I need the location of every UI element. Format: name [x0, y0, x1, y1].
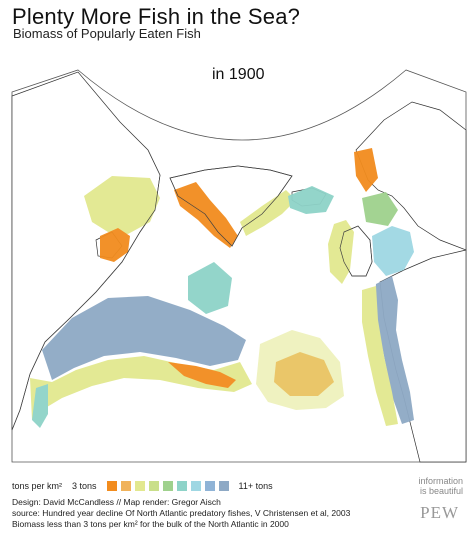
legend-unit: tons per km² — [12, 481, 63, 491]
biomass-labrador-orange — [100, 228, 130, 262]
chart-title: Plenty More Fish in the Sea? — [12, 4, 301, 29]
pew-logo: PEW — [420, 503, 459, 522]
legend-low-label: 3 tons — [72, 481, 97, 491]
biomass-europe-coast-slate — [374, 276, 414, 424]
legend-swatch — [176, 481, 187, 491]
biomass-us-coast-slate — [32, 384, 48, 428]
brand-logo: information is beautiful — [418, 476, 463, 496]
credits: Design: David McCandless // Map render: … — [12, 497, 350, 530]
biomass-layer — [30, 148, 414, 428]
biomass-norway-orange — [354, 148, 378, 192]
legend-swatch — [218, 481, 229, 491]
biomass-iceland-teal — [288, 186, 334, 214]
biomass-europe-coast-yellow — [362, 286, 398, 426]
legend-swatch — [190, 481, 201, 491]
legend-swatch — [148, 481, 159, 491]
legend-high-label: 11+ tons — [238, 481, 273, 491]
legend-swatch — [162, 481, 173, 491]
legend-swatch — [204, 481, 215, 491]
scandinavia-land — [355, 101, 467, 251]
biomass-labrador-yellow — [84, 176, 160, 234]
legend-swatch — [106, 481, 117, 491]
biomass-greenland-yellow — [240, 190, 296, 236]
year-label: in 1900 — [212, 66, 265, 83]
biomass-azores-yellow — [256, 330, 344, 410]
credits-source: source: Hundred year decline Of North At… — [12, 508, 351, 518]
biomass-norway-green — [362, 192, 398, 226]
biomass-grandbanks-slate — [42, 296, 246, 380]
biomass-northsea-cyan — [372, 226, 414, 276]
biomass-shelf-orange — [168, 362, 236, 388]
coastline-layer — [11, 149, 373, 431]
chart-subtitle: Biomass of Popularly Eaten Fish — [13, 26, 201, 41]
credits-note: Biomass less than 3 tons per km² for the… — [12, 519, 289, 529]
brand-line2: is beautiful — [419, 486, 463, 496]
legend-swatch — [120, 481, 131, 491]
brand-line1: information — [418, 476, 463, 486]
credits-design: Design: David McCandless // Map render: … — [12, 497, 221, 507]
legend: tons per km² 3 tons 11+ tons — [12, 481, 273, 491]
legend-swatch — [134, 481, 145, 491]
biomass-midatlantic-teal — [188, 262, 232, 314]
